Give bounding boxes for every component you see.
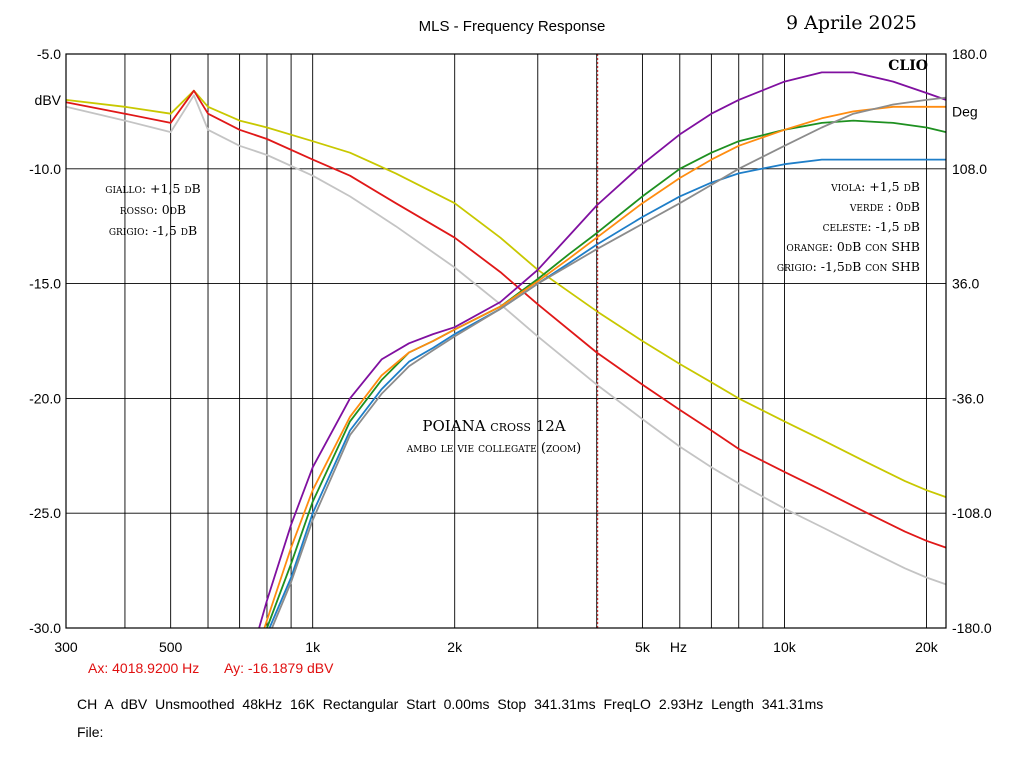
x-unit-label: Hz [670, 639, 687, 655]
brand-label: CLIO [888, 58, 928, 74]
legend-left-text: rosso: 0dB [120, 202, 186, 217]
annotation-subtitle: ambo le vie collegate (zoom) [406, 441, 582, 456]
x-tick-label: 20k [915, 639, 939, 655]
x-tick-label: 5k [635, 639, 651, 655]
series-line [258, 71, 947, 629]
legend-right-text: celeste: -1,5 dB [823, 219, 920, 234]
x-tick-label: 1k [305, 639, 321, 655]
x-tick-label: 300 [54, 639, 78, 655]
x-tick-label: 500 [159, 639, 183, 655]
measurement-settings: CH A dBV Unsmoothed 48kHz 16K Rectangula… [77, 696, 824, 712]
series-line [263, 105, 946, 629]
legend-left-text: giallo: +1,5 dB [105, 181, 201, 196]
series-line [65, 89, 947, 498]
y-tick-label: -30.0 [29, 620, 61, 636]
plot-frame [65, 53, 947, 629]
chart-title: MLS - Frequency Response [418, 18, 606, 35]
x-tick-label: 10k [773, 639, 797, 655]
y2-tick-label: -180.0 [952, 620, 992, 636]
y2-tick-label: -36.0 [952, 390, 984, 406]
gridlines [66, 54, 946, 628]
y2-tick-label: -108.0 [952, 505, 992, 521]
legend-right-text: grigio: -1,5dB con SHB [777, 259, 920, 274]
y-axis-label: dBV [35, 92, 62, 108]
series-line [268, 158, 946, 629]
series-layer [65, 71, 947, 629]
date-label: 9 Aprile 2025 [786, 12, 917, 34]
y-tick-label: -15.0 [29, 276, 61, 292]
y2-tick-label: 36.0 [952, 276, 979, 292]
cursor-y-readout: Ay: -16.1879 dBV [224, 660, 334, 676]
legend-right-text: verde : 0dB [849, 199, 920, 214]
x-tick-label: 2k [447, 639, 463, 655]
annotation-title: POIANA cross 12A [422, 417, 565, 435]
y2-axis-label: Deg [952, 103, 978, 119]
legend-right-text: orange: 0dB con SHB [786, 239, 920, 254]
axis-labels: -5.0 -10.0 -15.0 -20.0 -25.0 -30.0 180.0 108.0 3… [29, 46, 992, 655]
y-tick-label: -25.0 [29, 505, 61, 521]
series-line [65, 89, 947, 549]
y2-tick-label: 180.0 [952, 46, 987, 62]
legend-right-text: viola: +1,5 dB [830, 179, 920, 194]
series-line [65, 94, 947, 586]
y-tick-label: -5.0 [37, 46, 61, 62]
y-tick-label: -20.0 [29, 390, 61, 406]
y-tick-label: -10.0 [29, 161, 61, 177]
file-label: File: [77, 724, 104, 740]
series-line [266, 119, 947, 629]
legend-left-text: grigio: -1,5 dB [109, 223, 197, 238]
cursor-x-readout: Ax: 4018.9200 Hz [88, 660, 200, 676]
series-line [271, 96, 947, 629]
y2-tick-label: 108.0 [952, 161, 987, 177]
